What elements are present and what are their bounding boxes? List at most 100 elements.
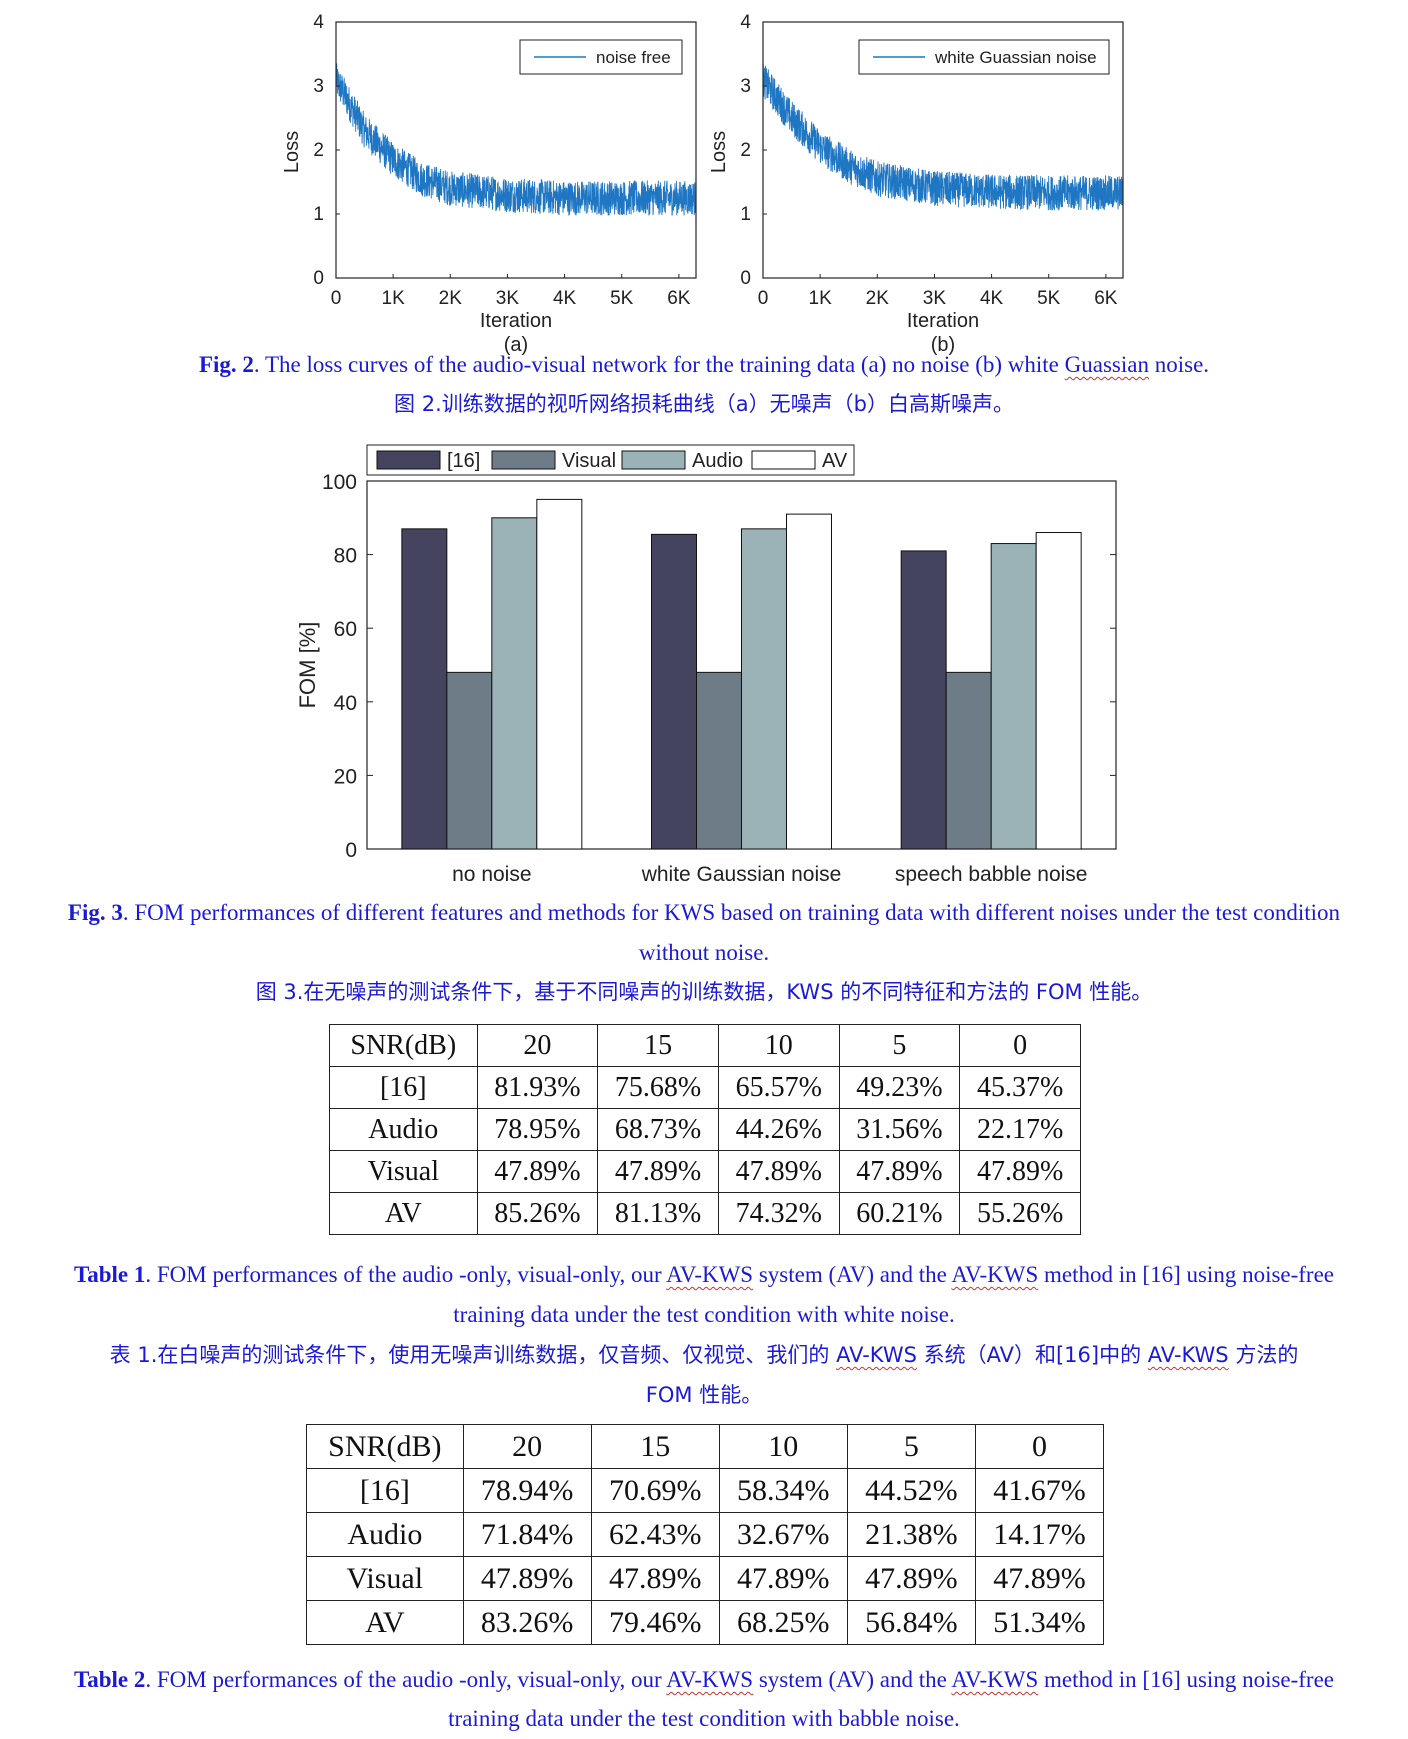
table-cell: 47.89% [590, 1556, 720, 1601]
x-axis-label: Iteration [480, 310, 552, 332]
table2: SNR(dB) 20 15 10 5 0 [16] 78.94% 70.69% 58.34% 44.… [306, 1424, 1105, 1645]
table1-caption-term: AV-KWS [666, 1262, 754, 1287]
loss-line [762, 63, 1124, 211]
table-header-cell: 0 [959, 1024, 1081, 1067]
table-cell: Audio [306, 1512, 464, 1557]
table-cell: 47.89% [462, 1556, 592, 1601]
table-cell: 31.56% [838, 1108, 961, 1151]
table-cell: 22.17% [959, 1108, 1081, 1151]
table-cell: 65.57% [717, 1066, 840, 1109]
legend-label: white Guassian noise [934, 48, 1097, 67]
table-cell: 41.67% [974, 1468, 1105, 1513]
table1: SNR(dB) 20 15 10 5 0 [16] 81.93% 75.68% 65.57% 49.… [329, 1024, 1081, 1235]
x-tick-label: 6K [1094, 288, 1118, 309]
table-row: Audio 71.84% 62.43% 32.67% 21.38% 14.17% [306, 1512, 1105, 1557]
bar [990, 543, 1037, 850]
x-tick-label: 3K [496, 288, 520, 309]
bar [786, 513, 832, 850]
x-tick-label: 4K [980, 288, 1004, 309]
table-cell: 58.34% [718, 1468, 848, 1513]
fig3-caption-label: Fig. 3 [67, 900, 123, 925]
table-row: [16] 81.93% 75.68% 65.57% 49.23% 45.37% [329, 1066, 1081, 1109]
table2-caption-term: AV-KWS [951, 1667, 1039, 1692]
table1-caption-zh-line2: FOM 性能。 [645, 1383, 763, 1407]
y-tick-label: 80 [334, 545, 357, 568]
y-tick-label: 3 [740, 76, 751, 97]
y-tick-label: 0 [313, 268, 324, 289]
y-axis-label: Loss [708, 131, 730, 173]
loss-curves-figure: 0 1K 2K 3K 4K 5K 6K 0 1 2 3 4 Iteration Loss (a) noise … [281, 12, 1124, 356]
table-row: Visual 47.89% 47.89% 47.89% 47.89% 47.89% [306, 1556, 1105, 1601]
bar [696, 671, 742, 850]
table-cell: 44.26% [717, 1108, 840, 1151]
legend-label: AV [822, 450, 848, 472]
table-cell: 47.89% [718, 1556, 848, 1601]
table-header-cell: 20 [476, 1024, 599, 1067]
loss-panel: 0 1K 2K 3K 4K 5K 6K 0 1 2 3 4 Iteration Loss (a) noise … [281, 12, 697, 356]
table-cell: 68.73% [597, 1108, 719, 1151]
x-tick-label: 4K [553, 288, 577, 309]
panel-label: (a) [504, 334, 528, 356]
table-cell: 47.89% [959, 1150, 1081, 1193]
table-header-cell: 15 [590, 1424, 720, 1469]
table-cell: 79.46% [590, 1600, 720, 1645]
y-tick-label: 20 [334, 765, 357, 788]
table-cell: 78.95% [476, 1108, 599, 1151]
y-tick-label: 40 [334, 692, 357, 715]
table-cell: 70.69% [590, 1468, 720, 1513]
bar [900, 550, 947, 850]
table-cell: 32.67% [718, 1512, 848, 1557]
x-tick-label: 1K [382, 288, 406, 309]
table-cell: 81.13% [597, 1192, 719, 1235]
table2-caption-term: AV-KWS [666, 1667, 754, 1692]
table-header-cell: 0 [974, 1424, 1105, 1469]
bar [945, 671, 992, 850]
table-header-cell: SNR(dB) [306, 1424, 464, 1469]
table-cell: 71.84% [462, 1512, 592, 1557]
x-tick-label: 5K [610, 288, 634, 309]
bar [446, 671, 493, 850]
table-cell: Visual [329, 1150, 478, 1193]
loss-panel: 0 1K 2K 3K 4K 5K 6K 0 1 2 3 4 Iteration Loss (b) white … [708, 12, 1124, 356]
table-cell: 21.38% [846, 1512, 976, 1557]
table2-caption: Table 2. FOM performances of the audio -… [0, 1660, 1408, 1700]
table1-caption-term: AV-KWS [951, 1262, 1039, 1287]
table-cell: Visual [306, 1556, 464, 1601]
table1-caption-label: Table 1 [73, 1262, 146, 1287]
bar [1035, 532, 1082, 850]
y-tick-label: 60 [334, 618, 357, 641]
x-tick-label: 6K [667, 288, 691, 309]
table-cell: 14.17% [974, 1512, 1105, 1557]
bar [651, 533, 697, 850]
table1-caption-zh: 表 1.在白噪声的测试条件下，使用无噪声训练数据，仅音频、仅视觉、我们的 AV-… [0, 1335, 1408, 1375]
table-row: Audio 78.95% 68.73% 44.26% 31.56% 22.17% [329, 1108, 1081, 1151]
loss-line [335, 63, 697, 216]
x-tick-label: 0 [331, 288, 342, 309]
table-row: Visual 47.89% 47.89% 47.89% 47.89% 47.89% [329, 1150, 1081, 1193]
table-cell: 78.94% [462, 1468, 592, 1513]
y-tick-label: 4 [740, 12, 751, 33]
table-cell: 47.89% [717, 1150, 840, 1193]
bar [401, 528, 448, 850]
table-header-row: SNR(dB) 20 15 10 5 0 [306, 1424, 1105, 1469]
table-cell: 47.89% [476, 1150, 599, 1193]
category-label: no noise [452, 863, 531, 886]
table-row: AV 83.26% 79.46% 68.25% 56.84% 51.34% [306, 1600, 1105, 1645]
y-tick-label: 0 [740, 268, 751, 289]
category-label: speech babble noise [895, 863, 1088, 886]
fig3-caption-text: . FOM performances of different features… [122, 900, 1341, 925]
table1-caption-part: method in [16] using noise-free [1038, 1262, 1335, 1287]
table-cell: 45.37% [959, 1066, 1081, 1109]
fig2-caption-word: Guassian [1064, 352, 1149, 377]
bar [491, 517, 538, 850]
table-cell: 74.32% [717, 1192, 840, 1235]
table-row: AV 85.26% 81.13% 74.32% 60.21% 55.26% [329, 1192, 1081, 1235]
legend-label: [16] [447, 450, 480, 472]
table-cell: 47.89% [838, 1150, 961, 1193]
bar [536, 498, 583, 850]
table1-caption-zh-part: 系统（AV）和[16]中的 [916, 1343, 1148, 1367]
bar [741, 528, 787, 850]
table-cell: 83.26% [462, 1600, 592, 1645]
table-header-cell: 15 [597, 1024, 719, 1067]
x-axis-label: Iteration [907, 310, 979, 332]
